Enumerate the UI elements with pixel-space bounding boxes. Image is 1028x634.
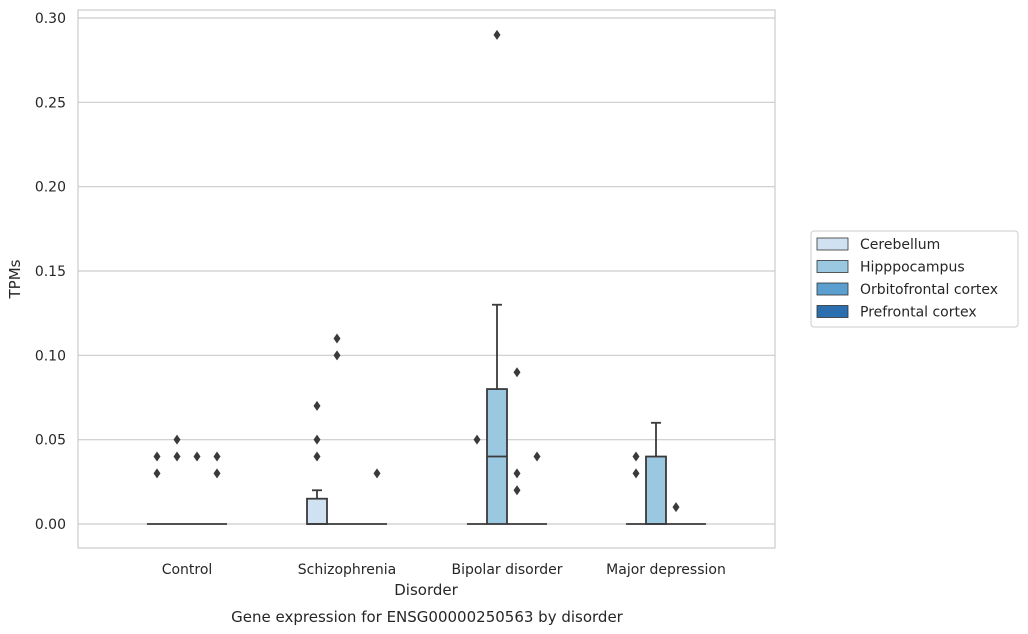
legend-frame (810, 230, 1019, 328)
box (645, 455, 667, 525)
outlier-point (213, 451, 221, 462)
x-tick-label: Bipolar disorder (451, 562, 562, 578)
legend-label: Hipppocampus (860, 260, 965, 276)
legend-label: Orbitofrontal cortex (860, 282, 998, 298)
y-tick-label: 0.05 (35, 433, 66, 449)
outlier-point (672, 502, 680, 513)
outlier-point (333, 350, 341, 361)
outlier-point (173, 434, 181, 445)
box (306, 497, 328, 525)
y-tick-label: 0.10 (35, 348, 66, 364)
y-tick-label: 0.20 (35, 180, 66, 196)
series-0 (147, 400, 646, 525)
y-tick-label: 0.25 (35, 95, 66, 111)
legend-label: Prefrontal cortex (860, 305, 977, 321)
legend-swatch (816, 305, 849, 318)
outlier-point (333, 333, 341, 344)
outlier-point (513, 485, 521, 496)
outlier-point (173, 451, 181, 462)
outlier-point (473, 434, 481, 445)
outlier-point (493, 29, 501, 40)
outlier-point (313, 434, 321, 445)
legend-label: Cerebellum (860, 237, 940, 253)
outlier-point (313, 451, 321, 462)
box-series (147, 29, 706, 525)
outlier-point (373, 468, 381, 479)
x-tick-labels: Control Schizophrenia Bipolar disorder Majo… (162, 562, 726, 578)
legend-swatch (816, 260, 849, 273)
legend-swatch (816, 237, 849, 251)
x-tick-label: Control (162, 562, 213, 578)
outlier-point (513, 468, 521, 479)
outlier-point (213, 468, 221, 479)
y-tick-label: 0.00 (35, 517, 66, 533)
legend-swatch (816, 282, 849, 296)
outlier-point (313, 400, 321, 411)
series-1 (167, 29, 667, 525)
y-axis-label: TPMs (6, 259, 24, 299)
chart-caption: Gene expression for ENSG00000250563 by d… (231, 608, 624, 626)
legend: Cerebellum Hipppocampus Orbitofrontal cort… (810, 230, 1019, 328)
plot-frame (77, 9, 776, 549)
outlier-point (153, 468, 161, 479)
x-tick-label: Major depression (606, 562, 726, 578)
outlier-point (153, 451, 161, 462)
y-tick-label: 0.30 (35, 11, 66, 27)
outlier-point (632, 468, 640, 479)
series-2 (187, 367, 686, 525)
outlier-point (632, 451, 640, 462)
x-axis-label: Disorder (394, 581, 458, 599)
outlier-point (193, 451, 201, 462)
outlier-point (513, 367, 521, 378)
y-tick-labels: 0.00 0.05 0.10 0.15 0.20 0.25 0.30 (35, 11, 66, 533)
x-tick-label: Schizophrenia (298, 562, 396, 578)
y-tick-label: 0.15 (35, 264, 66, 280)
outlier-point (533, 451, 541, 462)
series-3 (207, 451, 706, 525)
